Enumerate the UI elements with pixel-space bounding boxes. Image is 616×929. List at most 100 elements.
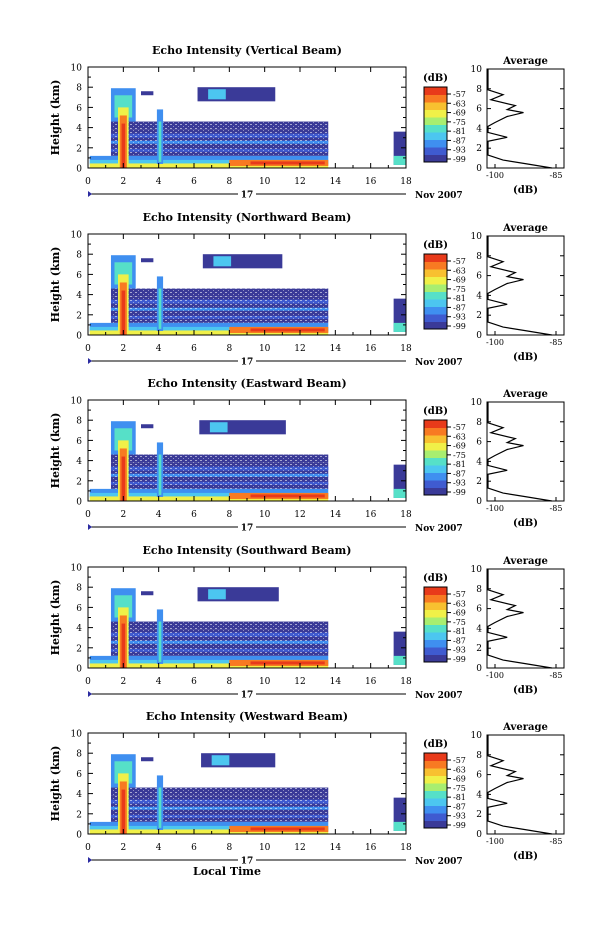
x-tick-label: 0	[85, 344, 91, 354]
average-profile-panel: Average 0 2 4 6 8 10 -100 -85 (dB)	[471, 389, 565, 529]
profile-title: Average	[502, 223, 548, 234]
profile-y-label: 8	[476, 585, 482, 595]
date-label-bg	[238, 188, 256, 200]
x-tick-label: 8	[226, 177, 232, 187]
y-tick-label: 0	[76, 498, 82, 508]
colorbar-swatch	[424, 753, 447, 761]
date-label-bg	[238, 688, 256, 700]
x-tick-label: 6	[191, 677, 197, 687]
colorbar-swatch	[424, 602, 447, 610]
average-profile-panel: Average 0 2 4 6 8 10 -100 -85 (dB)	[471, 722, 565, 862]
x-tick-label: 10	[259, 510, 271, 520]
y-tick-label: 10	[71, 397, 83, 407]
echo-cell	[393, 655, 406, 665]
colorbar-label: -63	[453, 266, 466, 275]
y-tick-label: 0	[76, 165, 82, 175]
y-axis-label: Height (km)	[49, 746, 62, 822]
date-suffix: Nov 2007	[415, 358, 463, 368]
x-tick-label: 18	[400, 177, 412, 187]
echo-cell	[89, 496, 329, 501]
colorbar-swatch	[424, 102, 447, 110]
echo-cell	[89, 659, 329, 665]
colorbar-label: -69	[453, 442, 466, 451]
colorbar: (dB) -57-63-69-75-81-87-93-99	[423, 573, 466, 664]
profile-y-label: 0	[476, 664, 482, 674]
colorbar-swatch	[424, 790, 447, 799]
colorbar-label: -99	[453, 155, 466, 164]
colorbar-label: -63	[453, 765, 466, 774]
colorbar-label: -75	[453, 784, 466, 793]
colorbar-swatch	[424, 775, 447, 784]
x-tick-label: 12	[294, 843, 305, 853]
y-tick-label: 10	[71, 730, 83, 740]
beam-panel-3: Echo Intensity (Southward Beam) 0 2 4 6 8 10 He…	[49, 544, 565, 701]
echo-cell	[89, 488, 329, 497]
colorbar-label: -99	[453, 488, 466, 497]
date-bar-marker	[88, 191, 92, 197]
colorbar-swatch	[424, 427, 447, 436]
colorbar-label: -99	[453, 655, 466, 664]
echo-heatmap	[89, 420, 406, 501]
profile-y-label: 10	[471, 565, 483, 575]
profile-curve	[487, 735, 552, 835]
echo-cell	[208, 89, 226, 100]
echo-cell	[209, 422, 228, 433]
echo-cell	[250, 328, 325, 332]
x-tick-label: 6	[191, 177, 197, 187]
date-label-bg	[238, 521, 256, 533]
colorbar-swatch	[424, 457, 447, 466]
colorbar-swatch	[424, 632, 447, 640]
date-bar-marker	[88, 358, 92, 364]
x-tick-label: 4	[156, 843, 162, 853]
profile-x-axis-label: (dB)	[513, 518, 538, 529]
echo-cell	[250, 827, 325, 831]
profile-y-label: 10	[471, 731, 483, 741]
colorbar-label: -81	[453, 294, 466, 303]
x-tick-label: 18	[400, 344, 412, 354]
colorbar-label: -81	[453, 127, 466, 136]
colorbar-label: -75	[453, 285, 466, 294]
date-suffix: Nov 2007	[415, 857, 463, 867]
date-label: 17	[241, 191, 254, 201]
y-axis-label: Height (km)	[49, 247, 62, 323]
x-tick-label: 16	[365, 677, 377, 687]
colorbar-swatch	[424, 442, 447, 451]
profile-x-axis-label: (dB)	[513, 185, 538, 196]
profile-title: Average	[502, 722, 548, 733]
colorbar-frame	[423, 752, 448, 829]
y-tick-label: 6	[76, 770, 82, 780]
date-suffix: Nov 2007	[415, 691, 463, 701]
date-label: 17	[241, 524, 254, 534]
x-tick-label: 8	[226, 510, 232, 520]
echo-heatmap	[89, 254, 406, 335]
profile-y-label: 10	[471, 65, 483, 75]
panel-title: Echo Intensity (Westward Beam)	[146, 710, 348, 723]
colorbar-swatch	[424, 609, 447, 618]
profile-x-label: -100	[486, 338, 504, 347]
profile-y-label: 2	[476, 810, 482, 820]
echo-cell	[393, 821, 406, 831]
profile-y-label: 6	[476, 105, 482, 115]
colorbar-swatch	[424, 435, 447, 443]
profile-y-label: 0	[476, 830, 482, 840]
profile-y-label: 6	[476, 272, 482, 282]
echo-cell	[89, 159, 329, 165]
profile-y-label: 2	[476, 477, 482, 487]
x-tick-label: 14	[330, 344, 342, 354]
profile-y-label: 4	[476, 291, 482, 301]
colorbar-swatch	[424, 94, 447, 103]
colorbar-swatch	[424, 813, 447, 821]
profile-y-label: 8	[476, 85, 482, 95]
echo-cell	[121, 789, 126, 834]
colorbar-swatch	[424, 124, 447, 133]
beam-panel-1: Echo Intensity (Northward Beam) 0 2 4 6 8 10 He…	[49, 211, 565, 368]
echo-cell	[121, 290, 126, 335]
colorbar-label: -99	[453, 322, 466, 331]
echo-cell	[89, 825, 329, 831]
x-tick-label: 14	[330, 843, 342, 853]
profile-y-label: 0	[476, 497, 482, 507]
colorbar-label: -63	[453, 432, 466, 441]
y-tick-label: 4	[76, 124, 82, 134]
colorbar-frame	[423, 419, 448, 496]
average-profile-panel: Average 0 2 4 6 8 10 -100 -85 (dB)	[471, 556, 565, 696]
